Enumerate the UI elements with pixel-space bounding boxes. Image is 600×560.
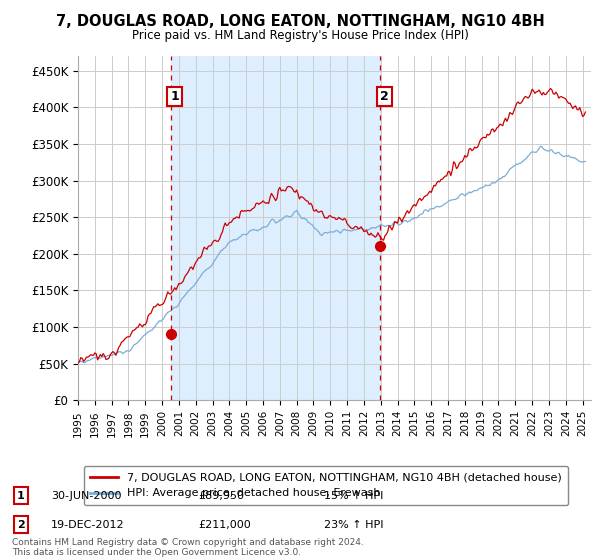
Text: 2: 2 xyxy=(17,520,25,530)
Text: Price paid vs. HM Land Registry's House Price Index (HPI): Price paid vs. HM Land Registry's House … xyxy=(131,29,469,42)
Text: £211,000: £211,000 xyxy=(198,520,251,530)
Legend: 7, DOUGLAS ROAD, LONG EATON, NOTTINGHAM, NG10 4BH (detached house), HPI: Average: 7, DOUGLAS ROAD, LONG EATON, NOTTINGHAM,… xyxy=(83,466,568,505)
Text: 19-DEC-2012: 19-DEC-2012 xyxy=(51,520,125,530)
Text: 15% ↑ HPI: 15% ↑ HPI xyxy=(324,491,383,501)
Text: 30-JUN-2000: 30-JUN-2000 xyxy=(51,491,121,501)
Text: 23% ↑ HPI: 23% ↑ HPI xyxy=(324,520,383,530)
Text: 1: 1 xyxy=(170,90,179,103)
Bar xyxy=(170,56,380,400)
Text: Contains HM Land Registry data © Crown copyright and database right 2024.
This d: Contains HM Land Registry data © Crown c… xyxy=(12,538,364,557)
Text: 7, DOUGLAS ROAD, LONG EATON, NOTTINGHAM, NG10 4BH: 7, DOUGLAS ROAD, LONG EATON, NOTTINGHAM,… xyxy=(56,14,544,29)
Text: £89,950: £89,950 xyxy=(198,491,244,501)
Text: 1: 1 xyxy=(17,491,25,501)
Text: 2: 2 xyxy=(380,90,389,103)
